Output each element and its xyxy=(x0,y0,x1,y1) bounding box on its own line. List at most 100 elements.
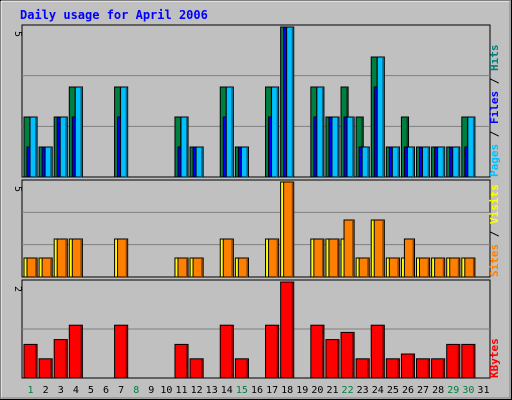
bar-shade-sites-day-29 xyxy=(457,259,460,277)
bar-sites-day-11 xyxy=(177,257,189,278)
bar-sites-day-22 xyxy=(343,219,355,278)
bar-sites-day-26 xyxy=(403,238,416,278)
bar-kbytes-day-28 xyxy=(431,358,446,379)
bar-shade-kbytes-day-1 xyxy=(35,345,37,378)
bar-shade-pages-day-15 xyxy=(246,148,248,177)
x-tick-day-5: 5 xyxy=(88,385,94,396)
bar-shade-pages-day-18 xyxy=(291,28,294,177)
legend-kbytes: KBytes xyxy=(488,338,501,378)
bar-pages-day-17 xyxy=(271,86,280,178)
x-tick-day-4: 4 xyxy=(73,385,79,396)
bar-sites-day-28 xyxy=(434,257,446,278)
bar-pages-day-3 xyxy=(59,116,68,178)
x-tick-day-29: 29 xyxy=(447,385,459,396)
x-tick-day-15: 15 xyxy=(236,385,248,396)
bar-shade-pages-day-2 xyxy=(50,148,52,177)
bar-shade-kbytes-day-28 xyxy=(442,359,445,378)
x-tick-day-8: 8 xyxy=(133,385,139,396)
bar-pages-day-11 xyxy=(180,116,189,178)
bar-shade-pages-day-11 xyxy=(186,118,188,177)
y-max-label-visits: 5 xyxy=(12,186,23,192)
bar-shade-sites-day-24 xyxy=(382,221,384,277)
bar-shade-kbytes-day-21 xyxy=(337,340,339,378)
x-tick-day-13: 13 xyxy=(206,385,218,396)
bar-sites-day-24 xyxy=(373,219,385,278)
series-legend-hits: Pages / Files / Hits xyxy=(488,45,501,178)
bar-shade-sites-day-7 xyxy=(125,240,128,277)
bar-kbytes-day-18 xyxy=(280,281,295,379)
x-tick-day-2: 2 xyxy=(43,385,49,396)
bar-shade-pages-day-14 xyxy=(231,88,233,177)
x-tick-day-23: 23 xyxy=(357,385,369,396)
bar-pages-day-20 xyxy=(316,86,325,178)
x-tick-day-14: 14 xyxy=(221,385,233,396)
legend-separator: / xyxy=(488,124,501,144)
bar-shade-kbytes-day-20 xyxy=(321,326,324,378)
bar-kbytes-day-24 xyxy=(370,324,385,379)
bar-pages-day-22 xyxy=(346,116,355,178)
bar-pages-day-26 xyxy=(406,146,416,178)
bar-sites-day-27 xyxy=(419,257,431,278)
legend-separator: / xyxy=(488,224,501,244)
bar-sites-day-3 xyxy=(56,238,68,278)
bar-sites-day-2 xyxy=(41,257,53,278)
bar-kbytes-day-27 xyxy=(416,358,431,379)
bar-kbytes-day-30 xyxy=(461,343,476,379)
bar-shade-kbytes-day-23 xyxy=(367,359,369,378)
bar-sites-day-25 xyxy=(388,257,400,278)
x-tick-day-18: 18 xyxy=(281,385,293,396)
legend-hits: Hits xyxy=(488,45,501,72)
bar-shade-pages-day-22 xyxy=(352,118,354,177)
bar-shade-kbytes-day-24 xyxy=(382,326,384,378)
x-tick-day-7: 7 xyxy=(118,385,124,396)
bar-kbytes-day-14 xyxy=(219,324,234,379)
bar-shade-sites-day-18 xyxy=(291,183,294,277)
bar-shade-sites-day-25 xyxy=(397,259,399,277)
bar-shade-kbytes-day-22 xyxy=(352,333,354,378)
x-tick-day-19: 19 xyxy=(296,385,308,396)
series-legend-kbytes: KBytes xyxy=(488,338,501,378)
bar-shade-pages-day-4 xyxy=(80,88,82,177)
bar-pages-day-21 xyxy=(331,116,340,178)
x-tick-day-1: 1 xyxy=(28,385,34,396)
x-tick-day-3: 3 xyxy=(58,385,64,396)
bar-sites-day-21 xyxy=(328,238,340,278)
bar-pages-day-28 xyxy=(437,146,446,178)
bar-sites-day-17 xyxy=(268,238,280,278)
bar-pages-day-2 xyxy=(44,146,53,178)
bar-shade-pages-day-21 xyxy=(337,118,339,177)
panel-hits: 5 Pages / Files / Hits xyxy=(12,24,501,178)
bar-sites-day-23 xyxy=(358,257,370,278)
bar-shade-kbytes-day-17 xyxy=(276,326,279,378)
legend-visits: Visits xyxy=(488,184,501,224)
bar-pages-day-4 xyxy=(74,86,83,178)
bar-kbytes-day-25 xyxy=(385,358,400,379)
bar-kbytes-day-11 xyxy=(174,343,189,379)
x-tick-day-26: 26 xyxy=(402,385,414,396)
bar-shade-sites-day-12 xyxy=(201,259,203,277)
bar-kbytes-day-12 xyxy=(189,358,204,379)
bar-shade-sites-day-14 xyxy=(231,240,233,277)
bar-shade-pages-day-28 xyxy=(442,148,445,177)
bar-sites-day-14 xyxy=(222,238,234,278)
bar-kbytes-day-22 xyxy=(340,331,355,379)
bar-kbytes-day-21 xyxy=(325,339,340,379)
bar-kbytes-day-2 xyxy=(38,358,53,379)
bar-pages-day-7 xyxy=(120,86,129,178)
bar-pages-day-25 xyxy=(391,146,400,178)
x-tick-day-24: 24 xyxy=(372,385,384,396)
bar-shade-sites-day-17 xyxy=(276,240,279,277)
bar-shade-pages-day-7 xyxy=(125,88,128,177)
series-legend-visits: Sites / Visits xyxy=(488,184,501,277)
bar-shade-pages-day-12 xyxy=(201,148,203,177)
bar-shade-kbytes-day-25 xyxy=(397,359,399,378)
bar-shade-pages-day-29 xyxy=(457,148,460,177)
bar-pages-day-29 xyxy=(452,146,461,178)
x-tick-day-21: 21 xyxy=(326,385,338,396)
bar-sites-day-20 xyxy=(313,238,325,278)
legend-pages: Pages xyxy=(488,144,501,177)
bar-shade-pages-day-1 xyxy=(35,118,37,177)
bar-shade-pages-day-17 xyxy=(276,88,279,177)
bar-shade-kbytes-day-27 xyxy=(427,359,430,378)
panel-visits: 5 Sites / Visits xyxy=(12,179,501,278)
